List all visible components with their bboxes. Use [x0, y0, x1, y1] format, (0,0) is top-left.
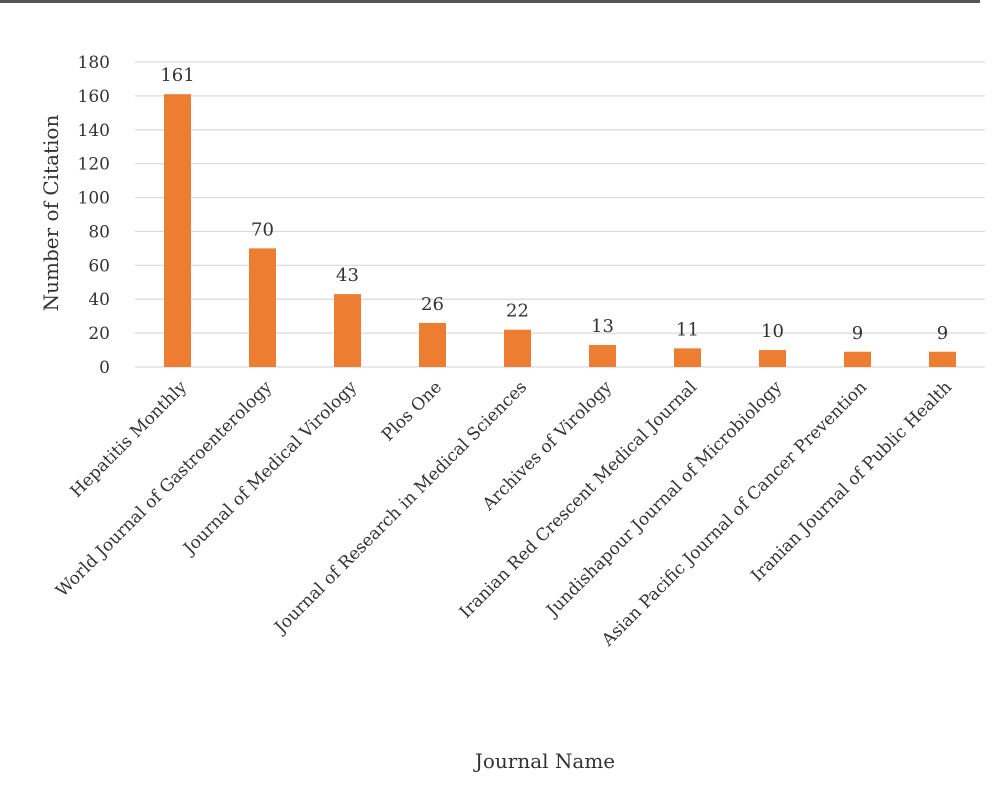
x-axis-title: Journal Name: [473, 749, 615, 773]
y-tick-label: 180: [78, 53, 110, 73]
data-label: 26: [421, 294, 444, 315]
bar: [929, 351, 956, 367]
y-axis-ticks: 0 20 40 60 80 100 120 140 160 180: [78, 53, 110, 378]
y-tick-label: 40: [88, 290, 110, 310]
bar: [419, 322, 446, 367]
y-tick-label: 120: [78, 155, 110, 175]
data-label: 22: [506, 301, 529, 322]
top-border-rule: [0, 0, 980, 3]
data-label: 11: [676, 319, 699, 340]
y-tick-label: 20: [88, 324, 110, 344]
y-tick-label: 0: [99, 358, 110, 378]
y-axis-title: Number of Citation: [39, 115, 63, 312]
y-tick-label: 60: [88, 256, 110, 276]
bar: [589, 344, 616, 367]
data-label: 43: [336, 265, 359, 286]
y-tick-label: 100: [78, 189, 110, 209]
data-label: 10: [761, 321, 784, 342]
y-tick-label: 140: [78, 121, 110, 141]
gridlines: [135, 61, 985, 368]
bars: [164, 94, 956, 367]
bar: [844, 351, 871, 367]
category-label: Journal of Medical Virology: [178, 377, 361, 560]
category-label: Plos One: [378, 377, 446, 445]
data-label: 70: [251, 219, 274, 240]
bar: [334, 294, 361, 367]
data-label: 161: [160, 65, 194, 86]
data-labels: 161 70 43 26 22 13 11 10 9 9: [160, 65, 948, 344]
data-label: 13: [591, 316, 614, 337]
data-label: 9: [852, 323, 863, 344]
bar: [674, 348, 701, 367]
bar: [504, 329, 531, 367]
bar: [164, 94, 191, 367]
bar: [759, 350, 786, 367]
bar: [249, 248, 276, 367]
data-label: 9: [937, 323, 948, 344]
y-tick-label: 160: [78, 87, 110, 107]
y-tick-label: 80: [88, 222, 110, 242]
